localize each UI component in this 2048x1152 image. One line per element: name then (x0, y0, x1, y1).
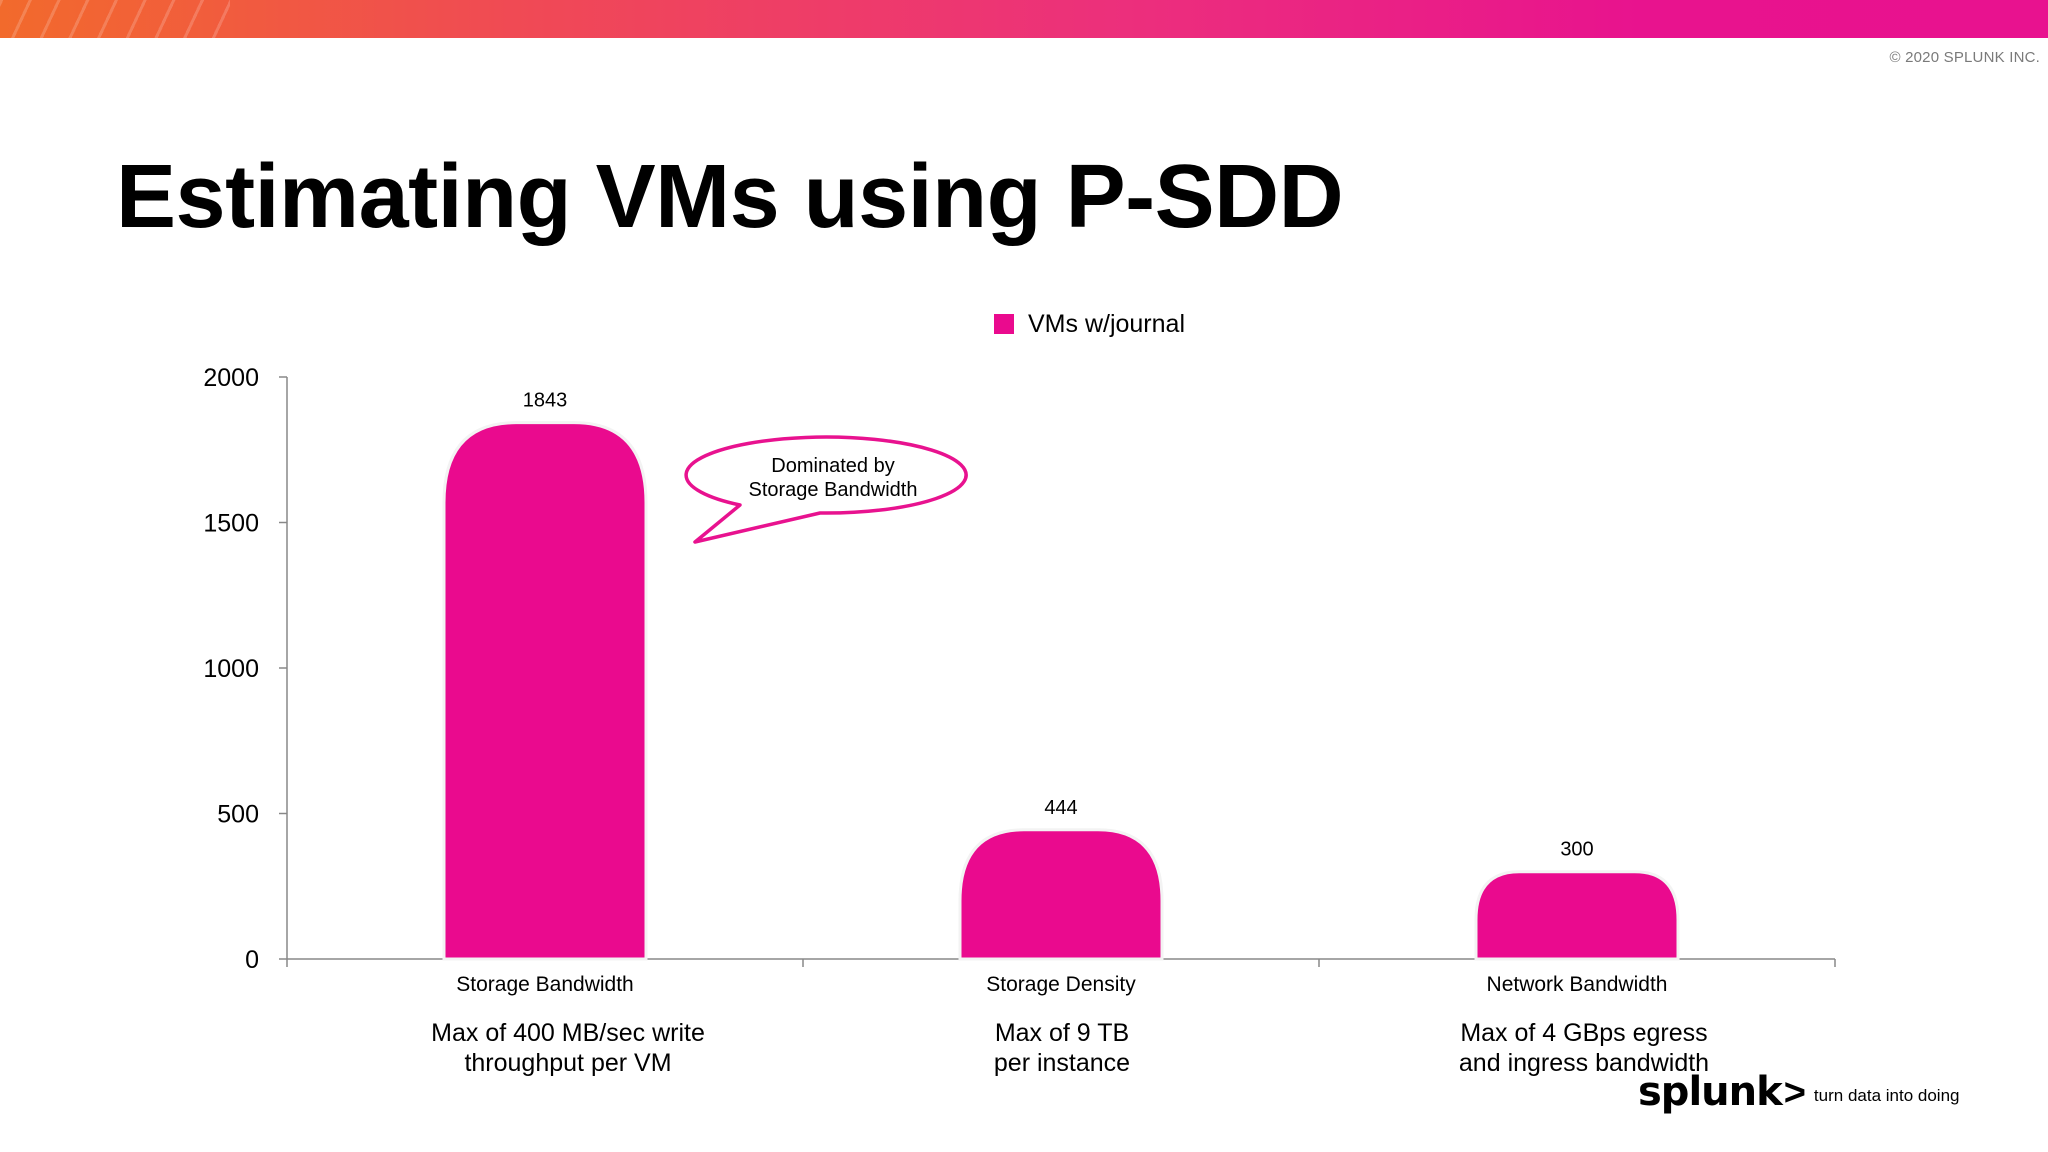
brand-tagline: turn data into doing (1813, 1086, 1960, 1105)
splunk-logo: splunk (1638, 1069, 1783, 1115)
bar-series: 1843 444 300 (442, 390, 1680, 961)
bar-storage-density (958, 828, 1164, 961)
description-line: Max of 400 MB/sec write (431, 1019, 705, 1047)
chevron-icon: > (1783, 1072, 1806, 1114)
bar-network-bandwidth (1474, 870, 1680, 961)
data-label: 300 (1560, 839, 1593, 861)
description-line: Max of 4 GBps egress (1460, 1019, 1708, 1047)
callout-bubble (684, 435, 968, 544)
splunk-brand: splunk > turn data into doing (1638, 1068, 1959, 1112)
x-category-label: Storage Density (986, 973, 1136, 996)
description-line: and ingress bandwidth (1458, 1049, 1710, 1077)
band-stripe-pattern (0, 0, 230, 38)
x-category-label: Network Bandwidth (1487, 973, 1668, 996)
data-label: 444 (1044, 797, 1077, 819)
legend-swatch (994, 314, 1014, 334)
top-accent-band (0, 0, 2048, 38)
chart-legend: VMs w/journal (994, 309, 1185, 339)
y-tick-label: 500 (217, 801, 259, 829)
network-bandwidth-description: Max of 4 GBps egress and ingress bandwid… (1374, 1018, 1794, 1078)
y-axis: 0 500 1000 1500 2000 (203, 364, 288, 974)
description-line: throughput per VM (464, 1049, 672, 1077)
description-line: per instance (993, 1049, 1131, 1077)
copyright-notice: © 2020 SPLUNK INC. (1889, 49, 2040, 66)
description-line: Max of 9 TB (994, 1019, 1130, 1047)
callout-text: Storage Bandwidth (748, 479, 917, 501)
x-category-label: Storage Bandwidth (456, 973, 633, 996)
callout-text: Dominated by (771, 455, 894, 477)
y-tick-label: 0 (245, 946, 259, 974)
y-tick-label: 1000 (203, 655, 259, 683)
y-tick-label: 2000 (203, 364, 259, 392)
data-label: 1843 (523, 390, 568, 412)
y-tick-label: 1500 (203, 510, 259, 538)
storage-density-description: Max of 9 TB per instance (852, 1018, 1272, 1078)
slide-title: Estimating VMs using P-SDD (116, 147, 1344, 247)
storage-bandwidth-description: Max of 400 MB/sec write throughput per V… (358, 1018, 778, 1078)
bar-storage-bandwidth (442, 421, 648, 961)
legend-label: VMs w/journal (1028, 309, 1185, 338)
x-axis: Storage Bandwidth Storage Density Network … (286, 958, 1836, 996)
